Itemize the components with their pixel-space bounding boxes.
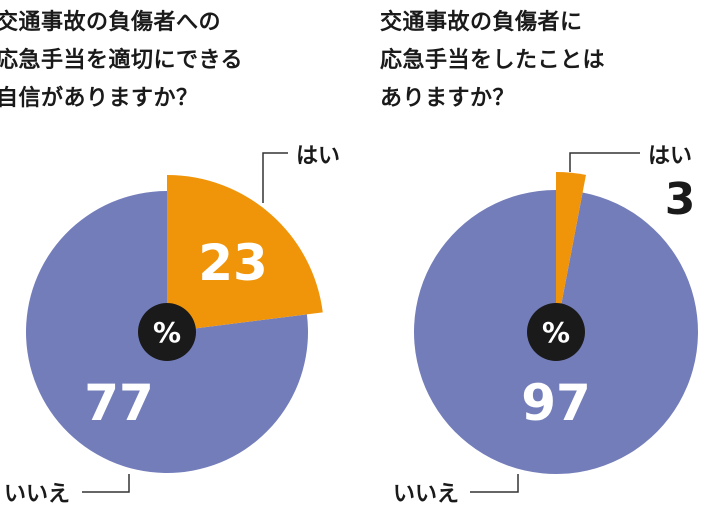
leader-line <box>262 152 288 203</box>
label-yes: はい <box>296 144 340 169</box>
title-line: ありますか？ <box>380 86 516 111</box>
value-label: 97 <box>521 374 591 432</box>
title-line: 交通事故の負傷者に <box>380 10 583 35</box>
leader-line <box>470 474 519 493</box>
leader-line <box>569 152 640 172</box>
label-no: いいえ <box>393 482 459 507</box>
slice-はい <box>167 175 323 332</box>
center-badge <box>138 303 196 361</box>
title-line: 自信がありますか？ <box>0 86 199 111</box>
leader-line <box>82 474 130 493</box>
chart-2-title: 交通事故の負傷者に 応急手当をしたことは ありますか？ <box>380 4 605 118</box>
title-line: 応急手当をしたことは <box>380 48 606 73</box>
title-line: 交通事故の負傷者への <box>0 10 222 35</box>
unit-label: % <box>542 316 570 349</box>
value-label: 77 <box>84 374 154 432</box>
value-label: 3 <box>665 174 696 225</box>
unit-label: % <box>153 316 181 349</box>
label-no: いいえ <box>4 482 70 507</box>
slice-はい <box>556 172 586 332</box>
label-yes: はい <box>648 144 692 169</box>
center-badge <box>527 303 585 361</box>
title-line: 応急手当を適切にできる <box>0 48 244 73</box>
chart-1-title: 交通事故の負傷者への 応急手当を適切にできる 自信がありますか？ <box>0 4 243 118</box>
value-label: 23 <box>198 234 268 292</box>
